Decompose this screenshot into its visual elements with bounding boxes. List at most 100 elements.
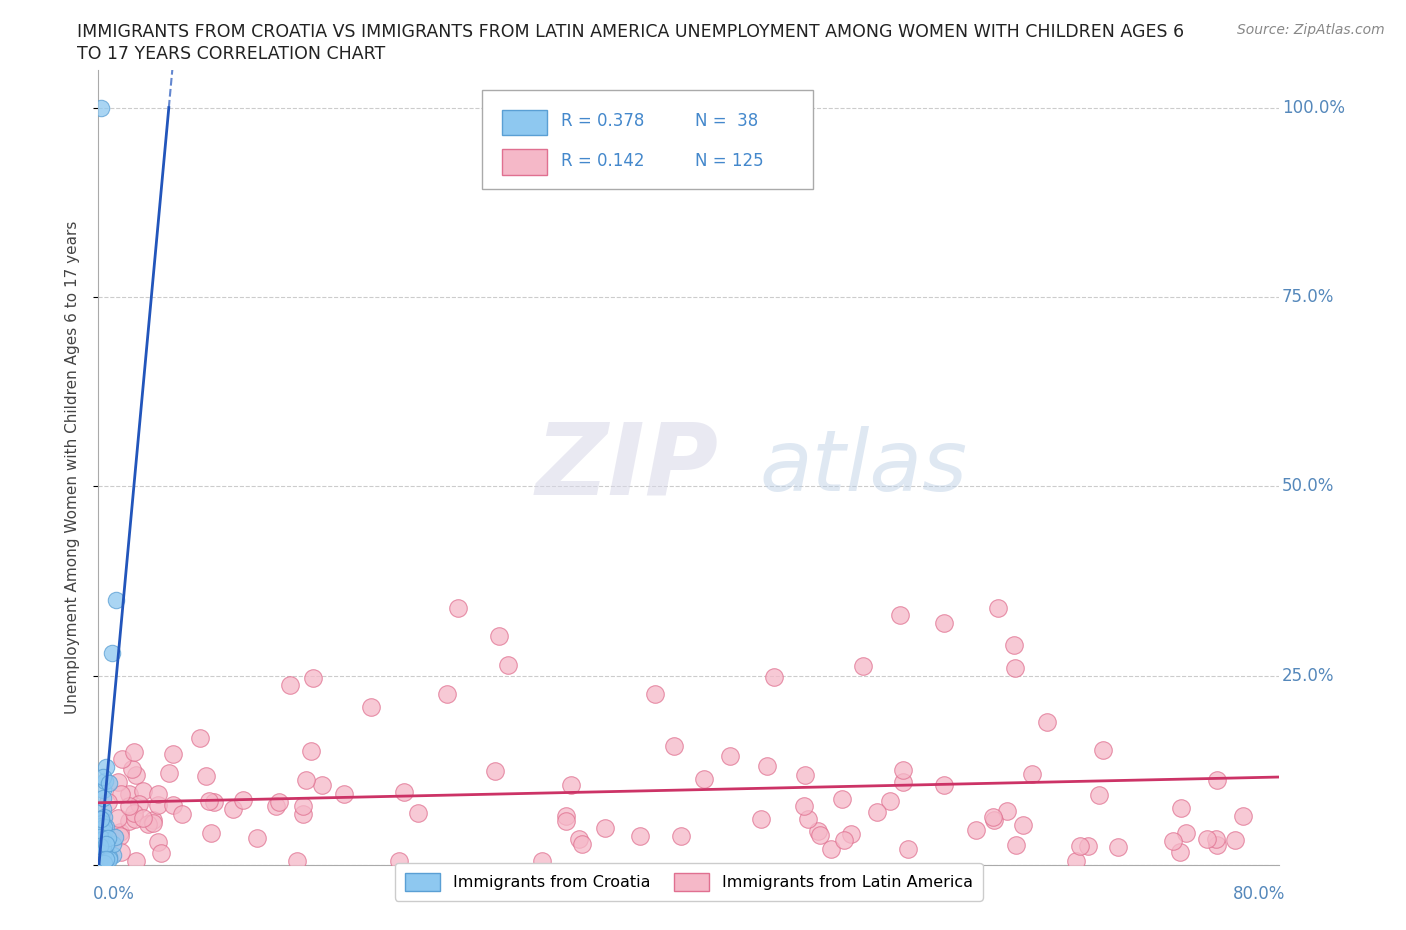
Point: [89, 837, 111, 852]
Point: [394, 784, 416, 799]
Point: [1175, 826, 1198, 841]
Point: [96, 830, 118, 845]
Point: [94, 820, 117, 835]
Point: [264, 799, 287, 814]
Point: [406, 805, 429, 820]
Point: [554, 813, 576, 828]
Point: [820, 842, 842, 857]
Point: [797, 812, 820, 827]
Point: [1021, 767, 1043, 782]
Point: [122, 745, 145, 760]
Point: [90, 844, 112, 858]
Point: [891, 762, 914, 777]
Text: N =  38: N = 38: [695, 113, 758, 130]
Point: [232, 792, 254, 807]
Point: [110, 845, 132, 860]
Point: [1197, 832, 1219, 847]
Point: [571, 836, 593, 851]
Point: [91, 791, 114, 806]
Point: [311, 777, 333, 792]
Point: [111, 752, 134, 767]
Point: [146, 787, 169, 802]
Point: [91, 831, 114, 846]
Bar: [502, 110, 547, 135]
Point: [91, 838, 114, 853]
Text: atlas: atlas: [759, 426, 967, 509]
Point: [269, 795, 291, 810]
Point: [530, 854, 553, 869]
Point: [121, 762, 143, 777]
Legend: Immigrants from Croatia, Immigrants from Latin America: Immigrants from Croatia, Immigrants from…: [395, 863, 983, 900]
Point: [202, 794, 225, 809]
Point: [107, 775, 129, 790]
Point: [749, 811, 772, 826]
Text: IMMIGRANTS FROM CROATIA VS IMMIGRANTS FROM LATIN AMERICA UNEMPLOYMENT AMONG WOME: IMMIGRANTS FROM CROATIA VS IMMIGRANTS FR…: [77, 23, 1184, 41]
Point: [188, 730, 211, 745]
Text: TO 17 YEARS CORRELATION CHART: TO 17 YEARS CORRELATION CHART: [77, 45, 385, 62]
Point: [93, 844, 115, 859]
Point: [198, 793, 221, 808]
Point: [793, 798, 815, 813]
Point: [222, 802, 245, 817]
Point: [841, 827, 863, 842]
Bar: [502, 150, 547, 175]
Point: [90, 100, 112, 115]
Text: 80.0%: 80.0%: [1233, 884, 1285, 903]
Text: Source: ZipAtlas.com: Source: ZipAtlas.com: [1237, 23, 1385, 37]
Point: [131, 810, 153, 825]
Point: [94, 830, 117, 844]
Point: [90, 812, 112, 827]
Point: [91, 832, 114, 847]
Point: [101, 837, 124, 852]
Y-axis label: Unemployment Among Women with Children Ages 6 to 17 years: Unemployment Among Women with Children A…: [65, 220, 80, 714]
Point: [124, 805, 146, 820]
Point: [1002, 638, 1025, 653]
Point: [94, 759, 117, 774]
Point: [1092, 743, 1115, 758]
Point: [808, 828, 831, 843]
Point: [662, 738, 685, 753]
Point: [879, 794, 901, 809]
Point: [142, 813, 165, 828]
Point: [995, 804, 1018, 818]
Point: [360, 699, 382, 714]
Point: [1004, 838, 1026, 853]
Point: [1011, 817, 1033, 832]
Point: [488, 628, 510, 643]
Point: [148, 798, 170, 813]
Point: [97, 794, 120, 809]
Point: [89, 833, 111, 848]
Point: [142, 815, 165, 830]
Point: [149, 846, 172, 861]
Point: [132, 784, 155, 799]
Point: [91, 769, 114, 784]
Point: [110, 825, 132, 840]
Point: [96, 836, 118, 851]
Point: [983, 813, 1005, 828]
Point: [91, 783, 114, 798]
Point: [110, 829, 132, 844]
Point: [124, 812, 146, 827]
Point: [89, 849, 111, 864]
Point: [755, 758, 778, 773]
Point: [1161, 833, 1184, 848]
Point: [793, 768, 815, 783]
Point: [1205, 831, 1227, 846]
Point: [285, 854, 308, 869]
Point: [292, 806, 315, 821]
Point: [278, 678, 301, 693]
Text: 25.0%: 25.0%: [1282, 667, 1334, 684]
Point: [93, 824, 115, 839]
Point: [1205, 773, 1227, 788]
Point: [107, 810, 129, 825]
Point: [94, 836, 117, 851]
Point: [93, 819, 115, 834]
Point: [889, 607, 911, 622]
Point: [934, 777, 956, 792]
Point: [170, 806, 193, 821]
FancyBboxPatch shape: [482, 89, 813, 189]
Point: [1168, 844, 1191, 859]
Point: [162, 747, 184, 762]
Point: [693, 772, 716, 787]
Point: [246, 831, 269, 846]
